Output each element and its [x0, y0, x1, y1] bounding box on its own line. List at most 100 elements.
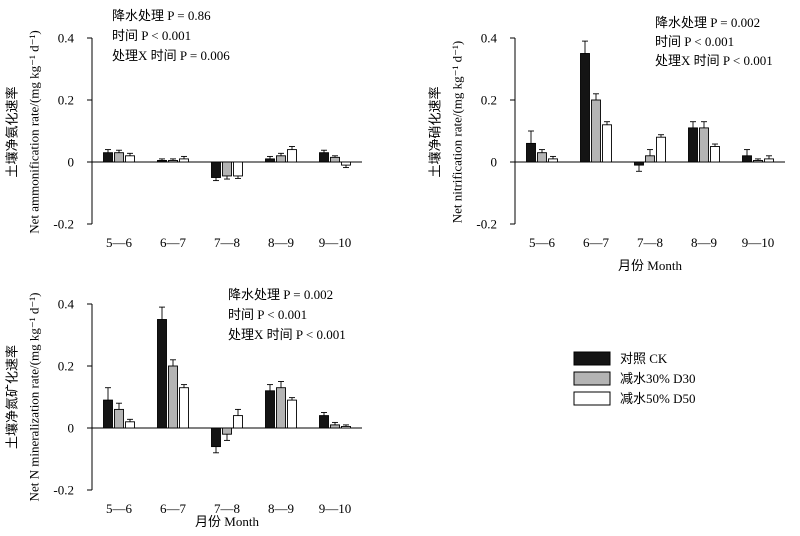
bar-d50	[287, 149, 297, 163]
stat-annotation: 时间 P < 0.001	[112, 28, 191, 43]
stat-annotation: 降水处理 P = 0.002	[655, 15, 760, 30]
bar-ck	[103, 152, 113, 163]
bar-ck	[526, 142, 536, 163]
bar-d30	[168, 365, 178, 429]
bar-d50	[125, 155, 135, 163]
bar-d50	[125, 421, 135, 429]
bar-d50	[287, 399, 297, 429]
x-tick-label: 9—10	[319, 235, 352, 250]
y-tick-label: 0.2	[58, 359, 74, 374]
bar-d50	[710, 146, 720, 163]
x-tick-label: 5—6	[106, 235, 133, 250]
x-tick-label: 6—7	[160, 235, 187, 250]
y-axis-label-en: Net nitrification rate/(mg kg⁻¹ d⁻¹)	[450, 41, 465, 224]
y-tick-label: -0.2	[53, 483, 74, 498]
bar-d30	[699, 127, 709, 163]
x-tick-label: 9—10	[319, 501, 352, 516]
bar-d50	[548, 158, 558, 163]
bar-d30	[222, 161, 232, 177]
bar-d30	[645, 155, 655, 163]
bar-d30	[330, 156, 340, 163]
chart-panel-2: 0.4 0.2 0 -0.2 5—6 6—7 7—8 8—9 9—10 降水处理 P = 0.00…	[428, 15, 785, 273]
legend: 对照 CK 减水30% D30 减水50% D50	[573, 351, 695, 406]
bar-d50	[341, 161, 351, 166]
bar-d50	[179, 158, 189, 163]
bar-ck	[265, 390, 275, 429]
bar-d30	[222, 427, 232, 435]
y-axis-label-en: Net N mineralization rate/(mg kg⁻¹ d⁻¹)	[27, 293, 42, 502]
x-tick-label: 7—8	[214, 501, 240, 516]
chart-panel-3: 0.4 0.2 0 -0.2 5—6 6—7 7—8 8—9 9—10 降水处理 P = 0.00…	[5, 287, 362, 529]
y-tick-label: 0	[491, 155, 498, 170]
x-axis-label: 月份 Month	[618, 258, 682, 273]
x-tick-label: 6—7	[160, 501, 187, 516]
bar-d50	[656, 136, 666, 163]
legend-swatch-d50	[573, 391, 611, 406]
legend-swatch-d30	[573, 371, 611, 386]
y-tick-label: 0	[68, 155, 75, 170]
bar-ck	[580, 53, 590, 163]
bar-d30	[114, 408, 124, 429]
x-tick-label: 5—6	[106, 501, 133, 516]
bar-d30	[330, 424, 340, 429]
bar-d50	[233, 161, 243, 177]
y-axis-label-cn: 土壤净氨化速率	[5, 86, 20, 177]
bar-ck	[157, 159, 167, 163]
bar-d50	[233, 415, 243, 429]
bar-ck	[265, 158, 275, 163]
bar-ck	[103, 399, 113, 429]
y-tick-label: 0.2	[58, 93, 74, 108]
stat-annotation: 降水处理 P = 0.002	[228, 287, 333, 302]
x-tick-label: 7—8	[637, 235, 663, 250]
stat-annotation: 时间 P < 0.001	[228, 307, 307, 322]
stat-annotation: 处理X 时间 P < 0.001	[655, 53, 773, 68]
bar-ck	[688, 127, 698, 163]
y-tick-label: 0.4	[58, 31, 75, 46]
stat-annotation: 时间 P < 0.001	[655, 34, 734, 49]
stat-annotation: 降水处理 P = 0.86	[112, 8, 211, 23]
legend-label: 对照 CK	[620, 351, 668, 366]
bar-ck	[742, 155, 752, 163]
y-axis-label-en: Net ammonification rate/(mg kg⁻¹ d⁻¹)	[27, 30, 42, 233]
stat-annotation: 处理X 时间 P = 0.006	[112, 48, 230, 63]
bar-ck	[319, 415, 329, 429]
bar-d30	[537, 152, 547, 163]
x-tick-label: 8—9	[268, 501, 294, 516]
x-tick-label: 7—8	[214, 235, 240, 250]
bar-ck	[319, 152, 329, 163]
x-tick-label: 6—7	[583, 235, 610, 250]
bar-d50	[602, 124, 612, 163]
y-tick-label: -0.2	[476, 217, 497, 232]
legend-label: 减水50% D50	[620, 391, 695, 406]
bar-ck	[634, 161, 644, 166]
x-tick-label: 9—10	[742, 235, 775, 250]
legend-label: 减水30% D30	[620, 371, 695, 386]
bar-d30	[276, 387, 286, 429]
bar-d30	[591, 99, 601, 163]
x-tick-label: 8—9	[691, 235, 717, 250]
y-tick-label: -0.2	[53, 217, 74, 232]
bar-d30	[753, 159, 763, 163]
bar-ck	[211, 427, 221, 448]
y-axis-label-cn: 土壤净硝化速率	[428, 86, 443, 177]
bar-d30	[276, 155, 286, 163]
bar-d50	[341, 426, 351, 429]
y-tick-label: 0	[68, 421, 75, 436]
bar-d30	[114, 152, 124, 163]
bar-d50	[179, 387, 189, 429]
x-axis-label: 月份 Month	[195, 514, 259, 529]
legend-item-d50: 减水50% D50	[573, 391, 695, 406]
chart-panel-1: 0.4 0.2 0 -0.2 5—6 6—7 7—8 8—9 9—10 降水处理 P = 0.86…	[5, 8, 362, 250]
y-tick-label: 0.2	[481, 93, 497, 108]
legend-item-ck: 对照 CK	[573, 351, 668, 366]
y-axis-label-cn: 土壤净氮矿化速率	[5, 345, 20, 449]
x-tick-label: 8—9	[268, 235, 294, 250]
bar-ck	[211, 161, 221, 178]
y-tick-label: 0.4	[481, 31, 498, 46]
bar-d30	[168, 159, 178, 163]
bar-ck	[157, 319, 167, 429]
legend-swatch-ck	[573, 351, 611, 366]
bar-d50	[764, 158, 774, 163]
x-tick-label: 5—6	[529, 235, 556, 250]
